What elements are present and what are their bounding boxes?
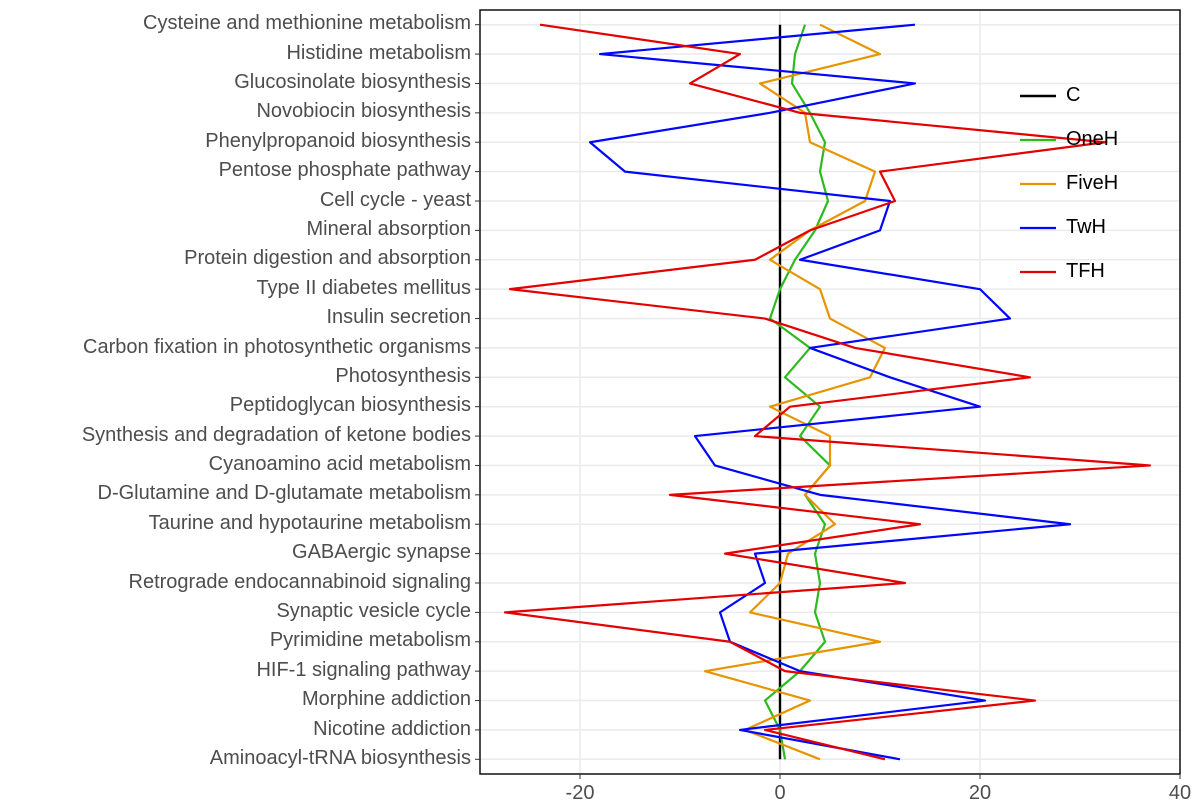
chart-svg xyxy=(0,0,1200,800)
y-axis-label: Photosynthesis xyxy=(335,365,471,388)
legend-label-C: C xyxy=(1066,84,1080,107)
y-axis-label: Synthesis and degradation of ketone bodi… xyxy=(82,424,471,447)
y-axis-label: Nicotine addiction xyxy=(313,718,471,741)
legend-label-TwH: TwH xyxy=(1066,216,1106,239)
y-axis-label: Cysteine and methionine metabolism xyxy=(143,12,471,35)
legend-label-FiveH: FiveH xyxy=(1066,172,1118,195)
y-axis-label: Taurine and hypotaurine metabolism xyxy=(149,512,471,535)
y-axis-label: Mineral absorption xyxy=(306,218,471,241)
y-axis-label: Insulin secretion xyxy=(326,306,471,329)
legend-label-TFH: TFH xyxy=(1066,260,1105,283)
y-axis-label: Retrograde endocannabinoid signaling xyxy=(129,571,471,594)
y-axis-label: Aminoacyl-tRNA biosynthesis xyxy=(210,747,471,770)
legend-label-OneH: OneH xyxy=(1066,128,1118,151)
y-axis-label: Type II diabetes mellitus xyxy=(256,277,471,300)
y-axis-label: Carbon fixation in photosynthetic organi… xyxy=(83,336,471,359)
y-axis-label: HIF-1 signaling pathway xyxy=(256,659,471,682)
x-axis-label: 40 xyxy=(1150,782,1200,805)
y-axis-label: Cell cycle - yeast xyxy=(320,189,471,212)
x-axis-label: 20 xyxy=(950,782,1010,805)
y-axis-label: Peptidoglycan biosynthesis xyxy=(230,394,471,417)
y-axis-label: Glucosinolate biosynthesis xyxy=(234,71,471,94)
y-axis-label: Histidine metabolism xyxy=(286,42,471,65)
y-axis-label: Novobiocin biosynthesis xyxy=(256,100,471,123)
y-axis-label: D-Glutamine and D-glutamate metabolism xyxy=(98,482,472,505)
x-axis-label: 0 xyxy=(750,782,810,805)
y-axis-label: Pentose phosphate pathway xyxy=(219,159,471,182)
x-axis-label: -20 xyxy=(550,782,610,805)
y-axis-label: GABAergic synapse xyxy=(292,541,471,564)
y-axis-label: Protein digestion and absorption xyxy=(184,247,471,270)
y-axis-label: Morphine addiction xyxy=(302,688,471,711)
y-axis-label: Synaptic vesicle cycle xyxy=(276,600,471,623)
y-axis-label: Phenylpropanoid biosynthesis xyxy=(205,130,471,153)
y-axis-label: Pyrimidine metabolism xyxy=(270,629,471,652)
y-axis-label: Cyanoamino acid metabolism xyxy=(209,453,471,476)
pathway-line-chart: Cysteine and methionine metabolism Histid… xyxy=(0,0,1200,800)
